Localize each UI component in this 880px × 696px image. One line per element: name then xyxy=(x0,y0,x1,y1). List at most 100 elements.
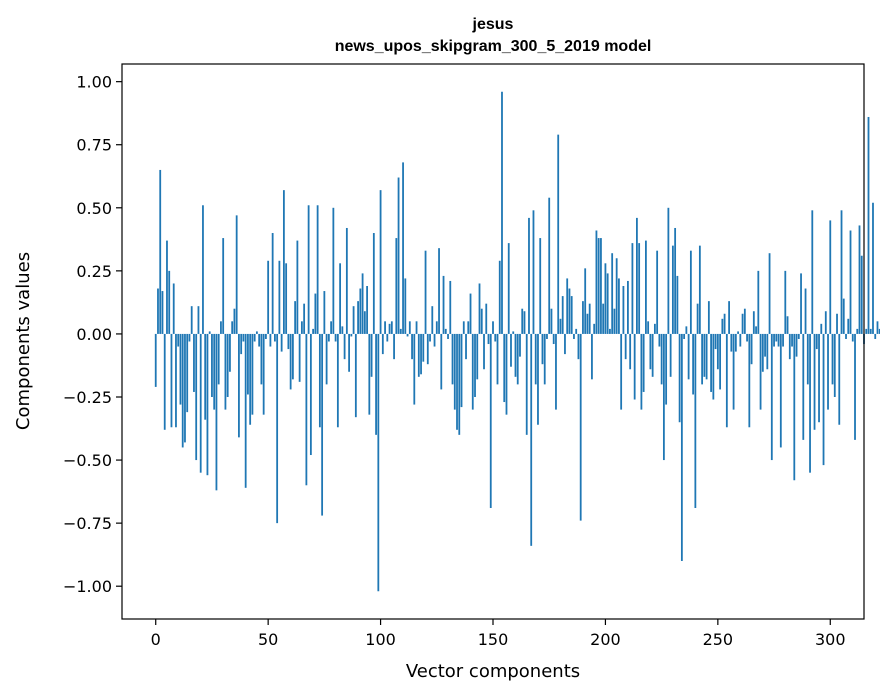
bar-216 xyxy=(640,333,643,410)
bar-260 xyxy=(739,333,742,347)
bar-101 xyxy=(381,333,384,355)
bar-138 xyxy=(465,333,467,360)
bar-259 xyxy=(737,331,739,334)
y-axis-ticks: 1.00 0.75 0.50 0.25 0.00 −0.25 −0.50 −0.75 −1.00 xyxy=(63,73,122,596)
bar-94 xyxy=(366,286,368,334)
bar-257 xyxy=(732,333,735,410)
bar-298 xyxy=(824,311,827,334)
bar-146 xyxy=(483,333,485,370)
bar-201 xyxy=(606,273,609,334)
bar-212 xyxy=(631,243,634,334)
bar-285 xyxy=(795,333,798,357)
bar-321 xyxy=(876,321,879,334)
x-tick-label: 300 xyxy=(815,630,846,649)
bar-181 xyxy=(561,296,564,334)
bar-251 xyxy=(719,333,721,390)
bar-49 xyxy=(265,333,267,339)
bar-273 xyxy=(768,253,771,334)
bar-87 xyxy=(350,333,353,337)
bar-155 xyxy=(503,333,506,403)
bar-177 xyxy=(552,333,555,345)
bar-15 xyxy=(188,333,191,342)
bar-62 xyxy=(294,301,297,334)
bar-131 xyxy=(449,280,452,334)
bar-198 xyxy=(600,238,602,334)
bar-180 xyxy=(559,318,562,334)
bar-28 xyxy=(217,333,220,385)
bar-255 xyxy=(728,301,730,334)
bar-242 xyxy=(698,245,701,334)
bar-24 xyxy=(208,331,211,334)
bar-203 xyxy=(611,253,614,334)
bar-193 xyxy=(588,303,591,334)
bar-77 xyxy=(327,333,330,342)
bar-64 xyxy=(298,333,301,382)
bar-279 xyxy=(782,333,784,347)
bar-302 xyxy=(833,333,836,397)
bar-124 xyxy=(433,333,436,347)
bar-191 xyxy=(584,268,587,334)
bar-161 xyxy=(516,333,519,385)
bar-116 xyxy=(415,321,418,334)
bar-224 xyxy=(658,333,661,347)
bar-199 xyxy=(602,303,605,334)
bar-179 xyxy=(557,134,560,334)
bar-154 xyxy=(501,91,503,334)
bar-222 xyxy=(653,323,656,334)
bar-129 xyxy=(444,328,447,334)
bar-20 xyxy=(199,333,202,473)
bar-65 xyxy=(300,321,303,334)
bar-221 xyxy=(651,333,654,377)
y-tick-label: −0.75 xyxy=(63,514,112,533)
bar-274 xyxy=(770,333,773,461)
bar-228 xyxy=(667,207,670,334)
bar-271 xyxy=(764,333,766,357)
bar-237 xyxy=(687,333,690,380)
bar-26 xyxy=(213,333,216,410)
bar-114 xyxy=(411,333,413,360)
bar-308 xyxy=(847,318,850,334)
bar-160 xyxy=(514,333,517,377)
bar-220 xyxy=(649,333,652,370)
x-axis-ticks: 0 50 100 150 200 250 300 xyxy=(151,619,846,649)
bar-164 xyxy=(523,311,526,334)
bar-290 xyxy=(806,333,809,385)
bar-61 xyxy=(291,333,294,380)
bar-303 xyxy=(836,313,838,334)
bar-37 xyxy=(238,333,240,438)
bar-46 xyxy=(258,333,261,347)
bar-79 xyxy=(332,207,335,334)
bar-22 xyxy=(204,333,207,420)
bar-230 xyxy=(671,245,674,334)
bar-162 xyxy=(519,333,521,357)
bar-130 xyxy=(447,333,449,339)
bar-300 xyxy=(829,220,832,334)
bar-299 xyxy=(827,333,829,410)
bar-314 xyxy=(860,255,863,334)
bar-139 xyxy=(467,321,470,334)
bar-10 xyxy=(177,333,180,347)
bar-159 xyxy=(512,331,515,334)
bar-276 xyxy=(775,333,778,342)
bar-14 xyxy=(186,333,189,413)
bar-13 xyxy=(184,333,186,443)
bar-241 xyxy=(696,303,699,334)
bar-76 xyxy=(325,333,328,385)
bar-170 xyxy=(537,333,539,425)
bar-11 xyxy=(179,333,182,405)
bar-103 xyxy=(386,333,389,342)
bar-137 xyxy=(462,321,465,334)
bar-316 xyxy=(865,328,868,334)
bar-78 xyxy=(330,321,333,334)
bar-122 xyxy=(429,333,431,342)
bar-17 xyxy=(193,333,195,392)
bar-292 xyxy=(811,210,814,334)
chart-title-line2: news_upos_skipgram_300_5_2019 model xyxy=(335,38,652,55)
bar-91 xyxy=(359,288,362,334)
bar-144 xyxy=(478,283,481,334)
bar-152 xyxy=(496,333,499,385)
bar-317 xyxy=(867,116,870,334)
bar-301 xyxy=(831,333,834,385)
bar-81 xyxy=(336,333,339,428)
bar-192 xyxy=(586,313,589,334)
